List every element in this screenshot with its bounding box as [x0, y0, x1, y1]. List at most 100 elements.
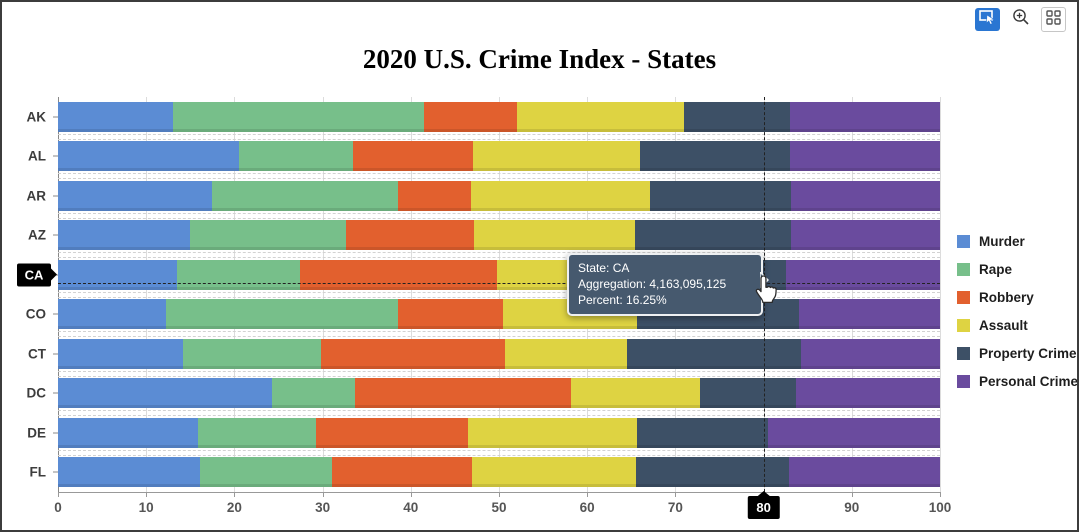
bar-segment-ak-assault[interactable]	[516, 101, 685, 132]
bar-segment-al-murder[interactable]	[58, 141, 239, 172]
row-separator	[58, 133, 940, 135]
legend-swatch-robbery	[957, 291, 970, 304]
bar-segment-az-assault[interactable]	[474, 220, 635, 251]
legend-item-rape[interactable]: Rape	[957, 262, 1077, 277]
gridline-20	[234, 97, 236, 492]
y-tick-mark-ar	[53, 195, 58, 197]
bar-segment-ct-rape[interactable]	[183, 338, 321, 369]
bar-segment-dc-murder[interactable]	[58, 378, 273, 409]
selection-tool-button[interactable]	[975, 8, 1000, 31]
crosshair-horizontal-line	[58, 283, 940, 285]
legend-item-property-crime[interactable]: Property Crime	[957, 346, 1077, 361]
zoom-in-button[interactable]	[1008, 8, 1033, 31]
bar-segment-ca-murder[interactable]	[58, 259, 178, 290]
bar-segment-az-murder[interactable]	[58, 220, 191, 251]
bar-segment-de-property-crime[interactable]	[636, 417, 768, 448]
bar-segment-fl-personal-crime[interactable]	[789, 457, 940, 488]
row-separator	[58, 212, 940, 214]
row-separator	[58, 370, 940, 372]
legend-item-personal-crime[interactable]: Personal Crime	[957, 374, 1077, 389]
bar-segment-al-personal-crime[interactable]	[790, 141, 940, 172]
bar-segment-co-robbery[interactable]	[398, 299, 503, 330]
bar-row-ar	[58, 180, 940, 211]
bar-segment-dc-personal-crime[interactable]	[796, 378, 940, 409]
bar-segment-ak-murder[interactable]	[58, 101, 173, 132]
legend: Murder Rape Robbery Assault Property Crime Pe…	[957, 234, 1077, 403]
legend-item-robbery[interactable]: Robbery	[957, 290, 1077, 305]
row-separator	[58, 454, 940, 456]
row-separator	[58, 449, 940, 451]
bar-segment-de-assault[interactable]	[468, 417, 637, 448]
bar-segment-al-assault[interactable]	[472, 141, 641, 172]
bar-segment-de-murder[interactable]	[58, 417, 199, 448]
legend-item-murder[interactable]: Murder	[957, 234, 1077, 249]
gridline-90	[851, 97, 853, 492]
bar-segment-ct-assault[interactable]	[505, 338, 627, 369]
bar-segment-dc-assault[interactable]	[571, 378, 701, 409]
bar-segment-ar-murder[interactable]	[58, 180, 213, 211]
x-axis-label-0: 0	[54, 500, 62, 515]
x-tick-mark-60	[587, 492, 589, 497]
bar-segment-ca-robbery[interactable]	[299, 259, 498, 290]
bar-segment-dc-property-crime[interactable]	[700, 378, 797, 409]
bar-segment-ak-property-crime[interactable]	[684, 101, 791, 132]
legend-label: Assault	[979, 318, 1028, 333]
x-axis-label-60: 60	[579, 500, 595, 515]
bar-segment-ar-personal-crime[interactable]	[790, 180, 940, 211]
x-axis-label-40: 40	[403, 500, 419, 515]
legend-swatch-assault	[957, 319, 970, 332]
bar-segment-fl-murder[interactable]	[58, 457, 200, 488]
tooltip-state-line: State: CA	[578, 261, 630, 275]
grid-menu-button[interactable]	[1041, 7, 1066, 32]
bar-segment-co-personal-crime[interactable]	[798, 299, 940, 330]
bar-segment-al-property-crime[interactable]	[640, 141, 791, 172]
bar-segment-ca-rape[interactable]	[177, 259, 300, 290]
bar-segment-ct-property-crime[interactable]	[626, 338, 802, 369]
bar-segment-ak-robbery[interactable]	[424, 101, 517, 132]
row-separator	[58, 173, 940, 174]
bar-row-fl	[58, 457, 940, 488]
bar-segment-ca-personal-crime[interactable]	[786, 259, 940, 290]
bar-segment-fl-assault[interactable]	[471, 457, 636, 488]
bar-segment-co-murder[interactable]	[58, 299, 167, 330]
bar-segment-dc-rape[interactable]	[272, 378, 356, 409]
y-axis-label-ak: AK	[26, 109, 47, 125]
legend-item-assault[interactable]: Assault	[957, 318, 1077, 333]
bar-segment-al-robbery[interactable]	[353, 141, 473, 172]
bar-row-az	[58, 220, 940, 251]
bar-segment-ar-property-crime[interactable]	[649, 180, 791, 211]
row-separator	[58, 331, 940, 332]
x-axis-labels: 0 10 20 30 40 50 60 70 80 90 100	[54, 496, 951, 522]
bar-segment-ct-murder[interactable]	[58, 338, 184, 369]
bar-segment-ar-rape[interactable]	[212, 180, 399, 211]
bar-segment-az-personal-crime[interactable]	[790, 220, 940, 251]
legend-swatch-murder	[957, 235, 970, 248]
bar-segment-ct-robbery[interactable]	[320, 338, 506, 369]
bar-segment-az-robbery[interactable]	[346, 220, 475, 251]
bar-segment-dc-robbery[interactable]	[355, 378, 572, 409]
bar-segment-ak-personal-crime[interactable]	[790, 101, 940, 132]
bar-row-al	[58, 141, 940, 172]
bar-segment-ar-assault[interactable]	[470, 180, 650, 211]
y-tick-mark-co	[53, 313, 58, 315]
legend-label: Murder	[979, 234, 1025, 249]
bar-segment-fl-property-crime[interactable]	[635, 457, 790, 488]
bar-segment-ar-robbery[interactable]	[398, 180, 471, 211]
y-axis-label-co: CO	[25, 306, 46, 322]
legend-label: Robbery	[979, 290, 1034, 305]
y-axis-label-ct: CT	[28, 346, 46, 362]
bar-segment-de-robbery[interactable]	[315, 417, 469, 448]
gridline-100	[940, 97, 941, 492]
x-axis-label-50: 50	[491, 500, 507, 515]
bar-segment-fl-robbery[interactable]	[332, 457, 472, 488]
bar-segment-de-rape[interactable]	[198, 417, 316, 448]
bar-segment-ct-personal-crime[interactable]	[801, 338, 940, 369]
bar-segment-fl-rape[interactable]	[200, 457, 333, 488]
bar-segment-ak-rape[interactable]	[172, 101, 425, 132]
bar-segment-az-property-crime[interactable]	[634, 220, 791, 251]
bar-segment-al-rape[interactable]	[238, 141, 354, 172]
bar-segment-de-personal-crime[interactable]	[767, 417, 940, 448]
bar-segment-az-rape[interactable]	[190, 220, 347, 251]
bar-segment-co-rape[interactable]	[166, 299, 399, 330]
legend-swatch-personal-crime	[957, 375, 970, 388]
